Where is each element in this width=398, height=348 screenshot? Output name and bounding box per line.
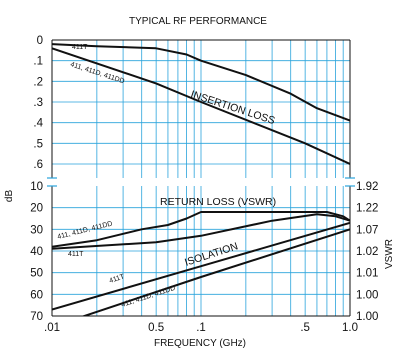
y-tick-bottom-6: 70: [30, 311, 43, 323]
y-tick-right-3: 1.02: [356, 246, 378, 258]
y-tick-right-4: 1.01: [356, 268, 378, 280]
x-axis-label: FREQUENCY (GHz): [154, 338, 246, 348]
label-isolation: ISOLATION: [183, 240, 239, 268]
y-tick-top-1: .1: [33, 56, 43, 68]
bottom-curve-2: [52, 221, 350, 311]
y-tick-right-6: 1.00: [356, 311, 378, 323]
grid: [52, 40, 350, 316]
insertion-curve-0: [52, 43, 350, 122]
plot-frame: [47, 39, 355, 317]
x-tick-3: .5: [300, 322, 310, 334]
label-insertion-loss: INSERTION LOSS: [189, 88, 276, 127]
curves: [52, 43, 350, 316]
y-tick-top-2: .2: [33, 76, 43, 88]
y-tick-bottom-5: 60: [30, 289, 43, 301]
y-tick-bottom-4: 50: [30, 268, 43, 280]
y-tick-bottom-3: 40: [30, 246, 43, 258]
x-tick-0: .01: [44, 322, 60, 334]
tick-labels: 0 .1 .2 .3 .4 .5 .6 10 20 30 40 50 60 70 1.92 1.22 1.07 1…: [30, 35, 378, 334]
bottom-curve-0: [52, 213, 350, 250]
y-tick-right-1: 1.22: [356, 203, 378, 215]
y-tick-top-5: .5: [33, 138, 43, 150]
y-tick-bottom-2: 30: [30, 224, 43, 236]
y-tick-right-5: 1.00: [356, 289, 378, 301]
x-tick-1: 0.5: [148, 322, 164, 334]
y-tick-bottom-1: 20: [30, 203, 43, 215]
y-tick-top-3: .3: [33, 97, 43, 109]
y-axis-label-left: dB: [4, 190, 15, 203]
annotations: 411T 411, 411D, 411DD INSERTION LOSS RET…: [57, 44, 277, 309]
x-tick-4: 1.0: [342, 322, 358, 334]
y-axis-label-right: VSWR: [384, 239, 395, 269]
y-tick-bottom-0: 10: [30, 181, 43, 193]
label-411t-isolation: 411T: [108, 273, 126, 285]
label-return-loss: RETURN LOSS (VSWR): [160, 196, 276, 208]
y-tick-top-0: 0: [37, 35, 43, 47]
y-tick-right-2: 1.07: [356, 224, 378, 236]
chart-title: TYPICAL RF PERFORMANCE: [129, 16, 267, 27]
label-411t-insertion: 411T: [72, 44, 88, 51]
bottom-curve-3: [81, 228, 350, 316]
y-tick-top-4: .4: [33, 118, 43, 130]
bottom-curve-1: [52, 211, 350, 248]
label-411t-return: 411T: [68, 251, 84, 258]
insertion-curve-1: [52, 47, 350, 165]
y-tick-right-0: 1.92: [356, 181, 378, 193]
y-tick-top-6: .6: [33, 159, 43, 171]
x-tick-2: .1: [196, 322, 206, 334]
